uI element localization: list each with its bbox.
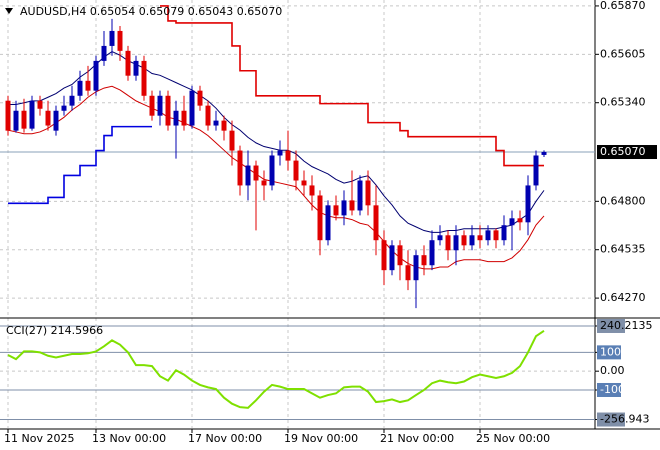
candle-body [5,100,11,131]
current-price-label: 0.65070 [600,145,646,158]
candle-body [477,235,483,241]
candle-body [133,60,139,76]
x-tick-label: 21 Nov 00:00 [380,432,454,445]
y-tick-label: 100 [600,345,621,358]
y-label-box [597,412,625,427]
y-tick-label: -256.943 [600,413,649,426]
candle-body [309,185,315,196]
candle-body [525,185,531,223]
candle-body [357,180,363,211]
candle-body [61,105,67,111]
candle-body [485,230,491,241]
candle-body [45,110,51,126]
y-tick-label: 0.65340 [600,96,646,109]
candle-body [317,195,323,241]
candle-body [237,150,243,186]
candle-body [445,235,451,251]
candle-body [421,255,427,266]
candle-body [373,205,379,241]
current-price-box [597,145,657,160]
candle-body [333,205,339,216]
y-tick-label: 0.65870 [600,0,646,12]
candle-body [301,180,307,186]
y-label-box [597,382,621,397]
candle-body [437,235,443,241]
candle-body [365,180,371,206]
candle-body [493,230,499,241]
candle-body [13,110,19,131]
candle-body [221,120,227,131]
candle-body [157,95,163,116]
candle-body [261,180,267,186]
y-tick-label: 0.00 [600,364,625,377]
candle-body [77,80,83,96]
candle-body [453,235,459,251]
candle-body [533,155,539,186]
candle-body [413,255,419,281]
candle-body [69,95,75,106]
candle-body [269,155,275,186]
candle-body [429,240,435,266]
candle-body [205,105,211,126]
x-tick-label: 17 Nov 00:00 [188,432,262,445]
indicator-line [8,125,152,205]
candle-body [277,150,283,156]
candle-body [469,235,475,246]
candle-body [397,245,403,266]
candle-body [165,95,171,126]
candle-body [85,80,91,91]
y-tick-label: 0.64800 [600,194,646,207]
cci-line [7,329,545,409]
candle-body [109,30,115,46]
x-tick-label: 25 Nov 00:00 [476,432,550,445]
candle-body [53,110,59,131]
indicator-line [7,85,545,270]
candle-body [37,100,43,109]
candle-body [189,90,195,126]
candle-body [181,110,187,126]
candle-body [349,200,355,211]
candle-body [293,160,299,181]
candle-body [389,245,395,271]
candle-body [125,50,131,76]
indicator-line [160,5,544,167]
x-tick-label: 19 Nov 00:00 [284,432,358,445]
candle-body [101,45,107,61]
candle-body [285,150,291,161]
candle-body [509,218,515,226]
candle-body [501,225,507,241]
candle-body [245,165,251,186]
candle-body [197,90,203,106]
candle-body [405,265,411,281]
x-tick-label: 13 Nov 00:00 [92,432,166,445]
candle-body [517,218,523,223]
cci-title: CCI(27) 214.5966 [6,324,103,337]
candle-body [149,95,155,116]
candle-body [381,240,387,271]
candle-body [541,152,547,155]
y-tick-label: 240.2135 [600,319,653,332]
x-tick-label: 11 Nov 2025 [4,432,74,445]
candle-body [229,130,235,151]
y-tick-label: 0.64270 [600,291,646,304]
candle-body [461,235,467,246]
y-tick-label: 0.64535 [600,243,646,256]
header-arrow [5,8,13,14]
y-tick-label: -100 [600,383,625,396]
candle-body [341,200,347,216]
y-label-box [597,345,621,360]
chart-header: AUDUSD,H4 0.65054 0.65079 0.65043 0.6507… [20,5,282,18]
candle-body [29,100,35,129]
candle-body [213,120,219,126]
candle-body [141,60,147,96]
y-tick-label: 0.65605 [600,47,646,60]
candle-body [173,110,179,126]
candle-body [117,30,123,51]
candle-body [325,205,331,241]
candle-body [21,110,27,129]
candle-body [93,60,99,91]
candle-body [253,165,259,181]
y-label-box [597,318,625,333]
